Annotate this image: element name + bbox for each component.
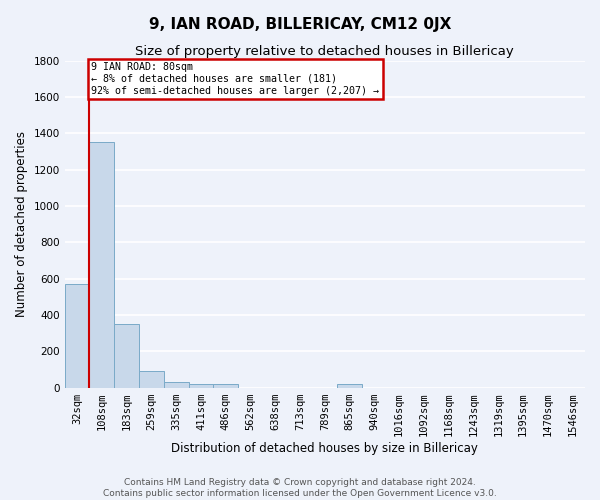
Title: Size of property relative to detached houses in Billericay: Size of property relative to detached ho… (136, 45, 514, 58)
Y-axis label: Number of detached properties: Number of detached properties (15, 131, 28, 317)
Bar (139, 372, 164, 388)
Bar (164, 382, 188, 388)
Text: Contains HM Land Registry data © Crown copyright and database right 2024.
Contai: Contains HM Land Registry data © Crown c… (103, 478, 497, 498)
Bar (188, 384, 214, 388)
Bar (65, 284, 89, 388)
Text: 9 IAN ROAD: 80sqm
← 8% of detached houses are smaller (181)
92% of semi-detached: 9 IAN ROAD: 80sqm ← 8% of detached house… (91, 62, 379, 96)
Bar (114, 324, 139, 388)
Bar (89, 142, 114, 388)
Text: 9, IAN ROAD, BILLERICAY, CM12 0JX: 9, IAN ROAD, BILLERICAY, CM12 0JX (149, 18, 451, 32)
Bar (214, 384, 238, 388)
X-axis label: Distribution of detached houses by size in Billericay: Distribution of detached houses by size … (172, 442, 478, 455)
Bar (337, 384, 362, 388)
